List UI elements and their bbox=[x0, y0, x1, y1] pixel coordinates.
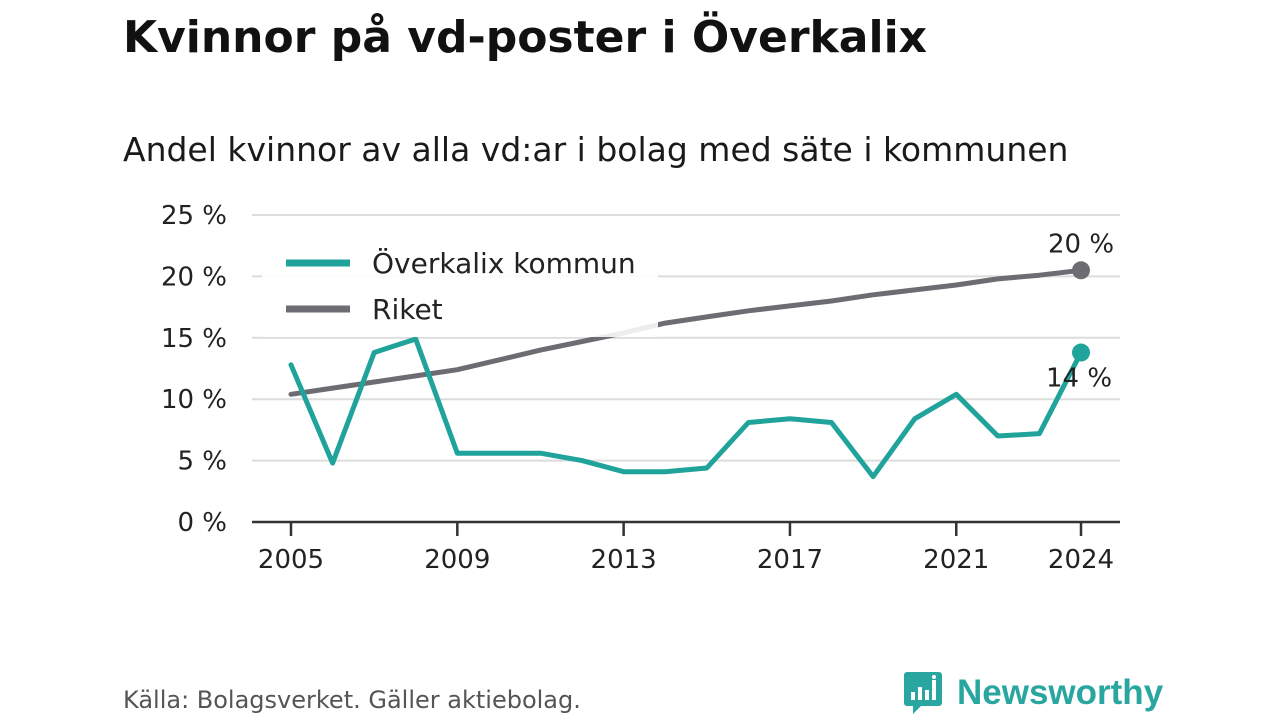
legend-label: Riket bbox=[372, 293, 443, 326]
axes: 0 % 5 % 10 % 15 % 20 % 25 % 2005 2009 2013 2017 20… bbox=[161, 201, 1120, 575]
end-marker bbox=[1072, 261, 1090, 280]
x-tick-label: 2021 bbox=[923, 545, 989, 575]
end-label-overkalix: 14 % bbox=[1046, 364, 1112, 394]
y-tick-label: 10 % bbox=[161, 385, 227, 415]
end-label-riket: 20 % bbox=[1048, 229, 1114, 259]
brand-name: Newsworthy bbox=[957, 673, 1164, 712]
chart-title: Kvinnor på vd-poster i Överkalix bbox=[123, 12, 928, 63]
newsworthy-logo-icon bbox=[904, 672, 942, 714]
y-tick-label: 25 % bbox=[161, 201, 227, 231]
series-line-overkalix bbox=[288, 336, 1084, 480]
chart-subtitle: Andel kvinnor av alla vd:ar i bolag med … bbox=[123, 130, 1069, 169]
y-tick-label: 20 % bbox=[161, 262, 227, 292]
x-tick-label: 2013 bbox=[591, 545, 657, 575]
legend-label: Överkalix kommun bbox=[372, 246, 636, 280]
x-tick-label: 2005 bbox=[258, 545, 324, 575]
series-line-riket bbox=[288, 267, 1084, 397]
legend-background bbox=[262, 232, 658, 337]
y-tick-label: 15 % bbox=[161, 324, 227, 354]
end-labels: 20 % 14 % bbox=[1046, 229, 1114, 393]
series-lines bbox=[288, 261, 1090, 480]
source-note: Källa: Bolagsverket. Gäller aktiebolag. bbox=[123, 686, 581, 714]
x-tick-label: 2024 bbox=[1048, 545, 1114, 575]
x-tick-label: 2009 bbox=[424, 545, 490, 575]
y-tick-label: 5 % bbox=[177, 447, 227, 477]
end-marker bbox=[1072, 343, 1090, 362]
y-tick-label: 0 % bbox=[177, 508, 227, 538]
x-tick-label: 2017 bbox=[757, 545, 823, 575]
legend: Överkalix kommun Riket bbox=[262, 232, 658, 337]
brand-logo: Newsworthy bbox=[903, 670, 1163, 716]
